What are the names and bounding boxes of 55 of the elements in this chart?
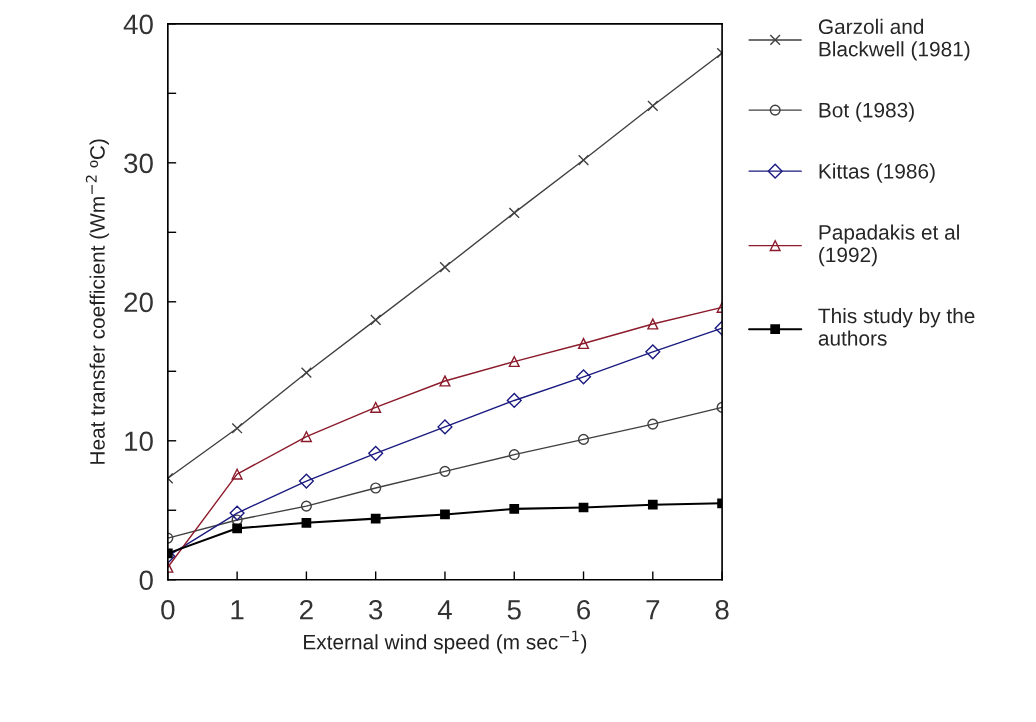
y-axis-title: Heat transfer coefficient (Wm$^{−2}$ ºC) (85, 139, 109, 464)
legend-label: Bot (1983) (819, 102, 914, 122)
point (509, 504, 520, 514)
point (437, 419, 453, 435)
point (577, 433, 590, 445)
x-tick-label: 1 (231, 600, 244, 620)
y-tick-label: 10 (125, 431, 153, 452)
y-tick-label: 20 (124, 292, 153, 313)
y-tick-label: 40 (123, 14, 153, 35)
x-tick-label: 4 (437, 600, 452, 620)
x-tick-label: 8 (715, 599, 729, 620)
point (370, 401, 382, 413)
point (298, 473, 314, 489)
point (231, 422, 243, 434)
point (577, 154, 590, 166)
legend-label: This study by the authors (818, 307, 975, 346)
point (370, 482, 382, 494)
point (508, 356, 520, 368)
point (370, 513, 381, 524)
point (439, 465, 451, 477)
point (370, 314, 382, 326)
point (300, 431, 312, 443)
point (575, 369, 592, 385)
point (300, 500, 312, 512)
point (231, 514, 243, 526)
point (508, 449, 520, 461)
x-tick-label: 3 (369, 599, 383, 620)
point (508, 207, 520, 219)
point (506, 392, 522, 409)
x-tick-label: 5 (507, 600, 521, 620)
point (645, 344, 661, 360)
point (439, 375, 451, 387)
point (647, 318, 659, 330)
y-tick-label: 30 (124, 153, 153, 174)
point (647, 499, 658, 510)
x-tick-label: 0 (161, 599, 175, 620)
point (647, 418, 659, 430)
point (577, 337, 590, 350)
point (440, 509, 450, 520)
point (647, 100, 659, 112)
x-tick-label: 7 (646, 600, 660, 620)
x-tick-label: 2 (300, 599, 313, 620)
point (300, 367, 312, 379)
legend-label: Kittas (1986) (819, 163, 935, 183)
point (229, 505, 245, 521)
x-tick-label: 6 (577, 599, 591, 620)
x-axis-title: External wind speed (m sec$^{−1}$) (304, 630, 587, 654)
legend-label: Papadakis et al (1992) (819, 224, 959, 267)
y-tick-label: 0 (139, 570, 153, 591)
point (368, 445, 384, 461)
point (232, 523, 242, 534)
legend-label: Garzoli and Blackwell (1981) (818, 18, 970, 61)
point (231, 468, 243, 480)
point (301, 517, 312, 528)
point (439, 261, 451, 273)
